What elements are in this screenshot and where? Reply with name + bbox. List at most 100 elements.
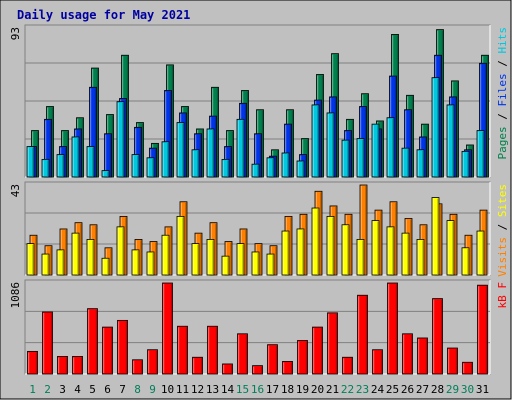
x-tick-label: 6 bbox=[104, 383, 111, 396]
bar-pages-day-17 bbox=[266, 157, 275, 178]
bar-kbytes-day-1 bbox=[27, 350, 38, 375]
bar-kbytes-day-22 bbox=[342, 356, 353, 375]
bar-kbytes-day-25 bbox=[387, 282, 398, 375]
bar-visits-day-26 bbox=[401, 232, 410, 276]
legend: kB F bbox=[496, 282, 509, 309]
x-tick-label: 7 bbox=[119, 383, 126, 396]
bar-kbytes-day-24 bbox=[372, 349, 383, 375]
x-tick-label: 30 bbox=[461, 383, 474, 396]
bar-pages-day-25 bbox=[386, 117, 395, 178]
bar-pages-day-12 bbox=[191, 149, 200, 178]
bar-kbytes-day-9 bbox=[147, 349, 158, 375]
bar-visits-day-16 bbox=[251, 251, 260, 276]
bar-visits-day-19 bbox=[296, 228, 305, 276]
bar-kbytes-day-6 bbox=[102, 326, 113, 375]
legend-separator: / bbox=[496, 217, 509, 237]
bar-kbytes-day-20 bbox=[312, 326, 323, 375]
legend-entry-hits: Hits bbox=[496, 27, 509, 54]
bar-visits-day-31 bbox=[476, 230, 485, 276]
chart-title: Daily usage for May 2021 bbox=[17, 8, 190, 22]
bar-visits-day-1 bbox=[26, 243, 35, 276]
bar-visits-day-28 bbox=[431, 197, 440, 276]
legend-separator: / bbox=[496, 107, 509, 127]
x-tick-label: 12 bbox=[191, 383, 204, 396]
bar-pages-day-28 bbox=[431, 77, 440, 178]
bar-pages-day-2 bbox=[41, 158, 50, 178]
x-tick-label: 29 bbox=[446, 383, 459, 396]
bar-kbytes-day-19 bbox=[297, 340, 308, 375]
x-tick-label: 1 bbox=[29, 383, 36, 396]
bar-visits-day-8 bbox=[131, 249, 140, 276]
bar-pages-day-4 bbox=[71, 136, 80, 178]
bar-visits-day-7 bbox=[116, 226, 125, 276]
bar-visits-day-18 bbox=[281, 230, 290, 276]
bar-kbytes-day-30 bbox=[462, 361, 473, 375]
bar-kbytes-day-14 bbox=[222, 363, 233, 375]
bar-visits-day-15 bbox=[236, 243, 245, 276]
x-tick-label: 16 bbox=[251, 383, 264, 396]
bar-pages-day-30 bbox=[461, 150, 470, 178]
bar-kbytes-day-7 bbox=[117, 319, 128, 375]
bar-pages-day-31 bbox=[476, 130, 485, 178]
x-tick-label: 18 bbox=[281, 383, 294, 396]
bar-visits-day-27 bbox=[416, 239, 425, 276]
bar-pages-day-14 bbox=[221, 158, 230, 178]
bar-visits-day-20 bbox=[311, 207, 320, 276]
bar-pages-day-6 bbox=[101, 170, 110, 178]
legend-entry-visits: Visits bbox=[496, 237, 509, 277]
bar-kbytes-day-28 bbox=[432, 298, 443, 375]
legend-entry-kb-f: kB F bbox=[496, 282, 509, 309]
bar-pages-day-29 bbox=[446, 104, 455, 178]
legend-separator: / bbox=[496, 54, 509, 74]
x-tick-label: 8 bbox=[134, 383, 141, 396]
x-tick-label: 3 bbox=[59, 383, 66, 396]
bar-kbytes-day-8 bbox=[132, 359, 143, 375]
bar-visits-day-6 bbox=[101, 257, 110, 276]
bar-pages-day-27 bbox=[416, 149, 425, 178]
bar-visits-day-24 bbox=[371, 220, 380, 276]
bar-kbytes-day-27 bbox=[417, 337, 428, 375]
bar-visits-day-21 bbox=[326, 215, 335, 276]
y-max-label: 93 bbox=[9, 27, 22, 40]
x-tick-label: 15 bbox=[236, 383, 249, 396]
bar-pages-day-26 bbox=[401, 147, 410, 178]
x-tick-label: 24 bbox=[371, 383, 385, 396]
bar-pages-day-24 bbox=[371, 123, 380, 178]
bar-pages-day-20 bbox=[311, 104, 320, 178]
bar-visits-day-5 bbox=[86, 239, 95, 276]
bar-kbytes-day-17 bbox=[267, 344, 278, 375]
legend-entry-files: Files bbox=[496, 73, 509, 106]
panel-kbytes: 1086 kB F bbox=[9, 279, 509, 375]
x-tick-label: 9 bbox=[149, 383, 156, 396]
bar-kbytes-day-2 bbox=[42, 311, 53, 375]
legend-entry-pages: Pages bbox=[496, 126, 509, 159]
bar-kbytes-day-15 bbox=[237, 333, 248, 375]
bar-kbytes-day-4 bbox=[72, 356, 83, 375]
bar-visits-day-4 bbox=[71, 232, 80, 276]
x-tick-label: 27 bbox=[416, 383, 429, 396]
bar-visits-day-17 bbox=[266, 253, 275, 276]
legend: Visits / Sites bbox=[496, 184, 509, 277]
x-tick-label: 14 bbox=[221, 383, 235, 396]
bar-visits-day-2 bbox=[41, 253, 50, 276]
bar-pages-day-9 bbox=[146, 157, 155, 178]
y-max-label: 1086 bbox=[9, 282, 22, 309]
bar-kbytes-day-18 bbox=[282, 361, 293, 375]
x-tick-label: 2 bbox=[44, 383, 51, 396]
bar-pages-day-1 bbox=[26, 146, 35, 178]
bar-pages-day-16 bbox=[251, 163, 260, 178]
bar-kbytes-day-26 bbox=[402, 333, 413, 375]
x-tick-label: 4 bbox=[74, 383, 81, 396]
bar-pages-day-22 bbox=[341, 139, 350, 178]
x-tick-label: 31 bbox=[476, 383, 489, 396]
bar-visits-day-13 bbox=[206, 239, 215, 276]
bar-visits-day-22 bbox=[341, 224, 350, 276]
bar-visits-day-29 bbox=[446, 220, 455, 276]
x-tick-label: 11 bbox=[176, 383, 189, 396]
bar-kbytes-day-23 bbox=[357, 294, 368, 375]
bar-kbytes-day-13 bbox=[207, 325, 218, 375]
bar-visits-day-14 bbox=[221, 255, 230, 276]
bar-pages-day-19 bbox=[296, 160, 305, 178]
bar-pages-day-18 bbox=[281, 152, 290, 178]
